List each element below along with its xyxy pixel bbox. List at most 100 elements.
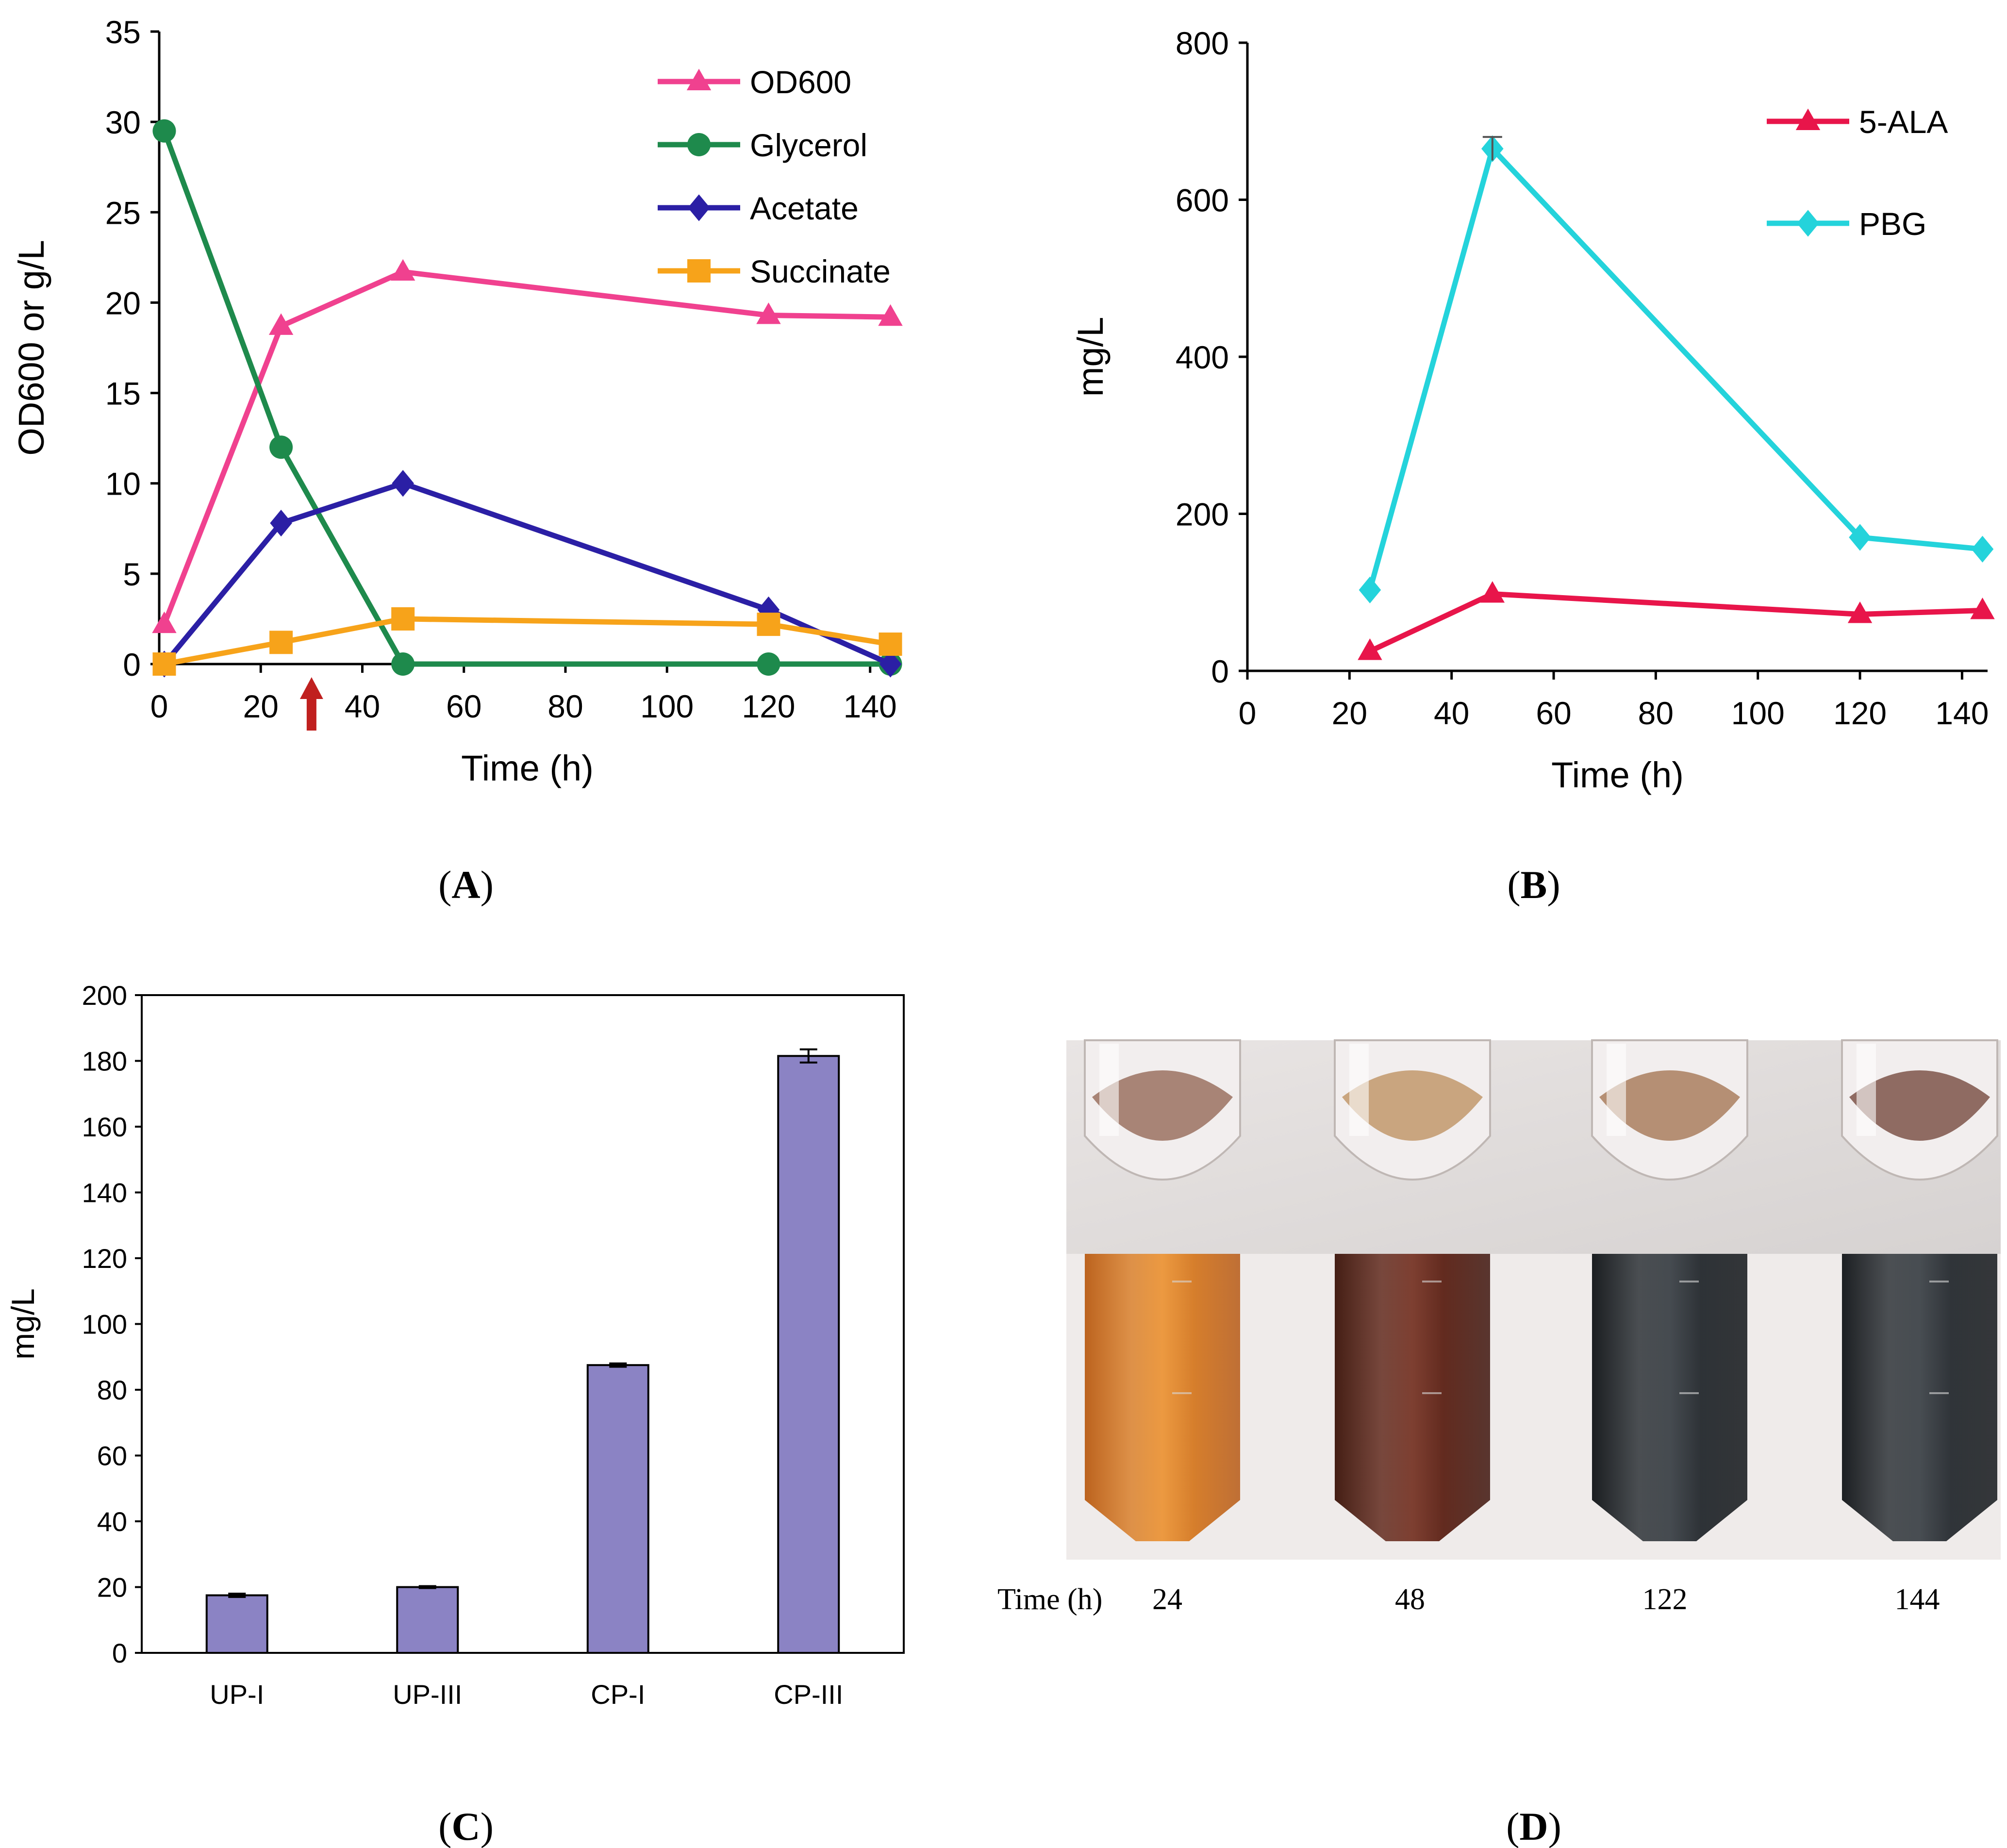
x-tick-label: 80 [547, 688, 583, 724]
x-tick-label: 0 [150, 688, 168, 724]
data-point-od600 [152, 611, 177, 633]
x-tick-label: 80 [1638, 695, 1674, 731]
time-value-122: 122 [1642, 1583, 1688, 1616]
data-point-5-ala [1358, 638, 1382, 660]
tube-glass [1592, 1254, 1747, 1541]
data-point-succinate [879, 633, 902, 656]
data-point-5-ala [1970, 598, 1995, 619]
x-tick-label: 120 [742, 688, 795, 724]
bar-cp-i [586, 1364, 649, 1654]
data-point-od600 [756, 302, 781, 324]
data-point-pbg [1849, 524, 1871, 551]
x-tick-label: 40 [1434, 695, 1469, 731]
series-line-pbg [1367, 146, 1983, 591]
x-axis-label: Time (h) [461, 748, 594, 788]
y-tick-label: 60 [97, 1441, 127, 1471]
x-tick-label: 60 [446, 688, 481, 724]
y-tick-label: 200 [82, 980, 127, 1011]
panel-d-label: (D) [1506, 1804, 1561, 1848]
data-point-pbg [1359, 576, 1381, 603]
legend-label-pbg: PBG [1859, 206, 1926, 242]
legend-label-od600: OD600 [750, 64, 851, 100]
data-point-glycerol [152, 119, 176, 143]
data-point-acetate [270, 510, 292, 537]
panel-c: 0 20 40 60 80 100 120 140 160 180 200 mg/L UP-I UP-II… [5, 980, 905, 1710]
panel-c-label: (C) [438, 1804, 494, 1848]
cell-pellet [1342, 1070, 1483, 1141]
glass-highlight [1099, 1044, 1119, 1136]
x-tick-label: UP-III [393, 1679, 462, 1710]
glass-highlight [1857, 1044, 1876, 1136]
y-tick-label: 140 [82, 1178, 127, 1208]
y-tick-label: 120 [82, 1243, 127, 1274]
y-tick-label: 10 [105, 466, 141, 502]
y-tick-label: 100 [82, 1309, 127, 1340]
arrow-head [299, 677, 323, 699]
data-point-od600 [878, 304, 903, 326]
y-tick-label: 400 [1176, 339, 1229, 375]
legend-marker-pbg [1797, 210, 1819, 237]
panel-d-time-label: Time (h) [997, 1583, 1102, 1616]
bar-up-iii [396, 1586, 459, 1654]
legend-label-5-ala: 5-ALA [1859, 104, 1948, 140]
glass-highlight [1349, 1044, 1369, 1136]
y-tick-label: 180 [82, 1046, 127, 1077]
x-tick-label: 120 [1833, 695, 1887, 731]
x-axis-label: Time (h) [1551, 755, 1684, 795]
y-tick-label: 0 [112, 1638, 127, 1668]
data-point-succinate [269, 631, 293, 654]
y-tick-label: 0 [1211, 653, 1229, 689]
legend-marker-od600 [686, 68, 712, 90]
x-tick-label: 100 [1731, 695, 1785, 731]
legend-marker-acetate [688, 194, 710, 221]
y-tick-label: 40 [97, 1506, 127, 1537]
series-line-5-ala [1369, 591, 1983, 654]
y-tick-label: 5 [123, 556, 141, 592]
panel-d-photo [1066, 1039, 2001, 1560]
arrow-shaft [306, 697, 316, 731]
data-point-acetate [392, 470, 414, 497]
data-point-succinate [152, 652, 176, 676]
x-tick-label: 20 [1332, 695, 1367, 731]
panel-b: 0 200 400 600 800 0 20 40 60 80 100 120 140 Time (h) m… [1070, 25, 1995, 795]
y-tick-label: 80 [97, 1375, 127, 1405]
cell-pellet [1599, 1070, 1740, 1141]
y-tick-label: 800 [1176, 25, 1229, 61]
x-tick-label: 140 [1935, 695, 1989, 731]
x-tick-label: 20 [243, 688, 279, 724]
data-point-glycerol [391, 652, 415, 676]
legend-label-glycerol: Glycerol [750, 127, 867, 163]
legend-marker-5-ala [1795, 108, 1821, 130]
cell-pellet [1849, 1070, 1990, 1141]
y-tick-label: 15 [105, 376, 141, 412]
y-tick-label: 35 [105, 14, 141, 50]
panel-a: 0 5 10 15 20 25 30 35 0 20 40 60 80 100 120 140 Time (h)… [11, 14, 903, 788]
data-point-succinate [757, 613, 780, 636]
data-point-od600 [390, 259, 415, 281]
x-tick-label: UP-I [210, 1679, 264, 1710]
y-tick-label: 160 [82, 1112, 127, 1142]
data-point-5-ala [1847, 601, 1873, 623]
panel-b-label: (B) [1507, 863, 1560, 907]
tube-glass [1335, 1254, 1490, 1541]
data-point-glycerol [269, 435, 293, 459]
x-tick-label: 40 [345, 688, 380, 724]
y-tick-label: 600 [1176, 183, 1229, 218]
panel-a-label: (A) [438, 863, 494, 907]
y-tick-label: 20 [97, 1572, 127, 1603]
data-point-od600 [268, 313, 294, 335]
y-tick-label: 0 [123, 647, 141, 683]
time-value-24: 24 [1152, 1583, 1182, 1616]
tube-glass [1085, 1254, 1240, 1541]
x-tick-label: CP-III [774, 1679, 843, 1710]
y-tick-label: 200 [1176, 497, 1229, 533]
time-value-144: 144 [1895, 1583, 1940, 1616]
tube-glass [1842, 1254, 1997, 1541]
y-tick-label: 20 [105, 285, 141, 321]
legend-marker-succinate [687, 259, 711, 283]
data-point-succinate [391, 607, 415, 631]
legend-label-succinate: Succinate [750, 253, 891, 289]
x-tick-label: 100 [640, 688, 694, 724]
y-tick-label: 25 [105, 195, 141, 231]
